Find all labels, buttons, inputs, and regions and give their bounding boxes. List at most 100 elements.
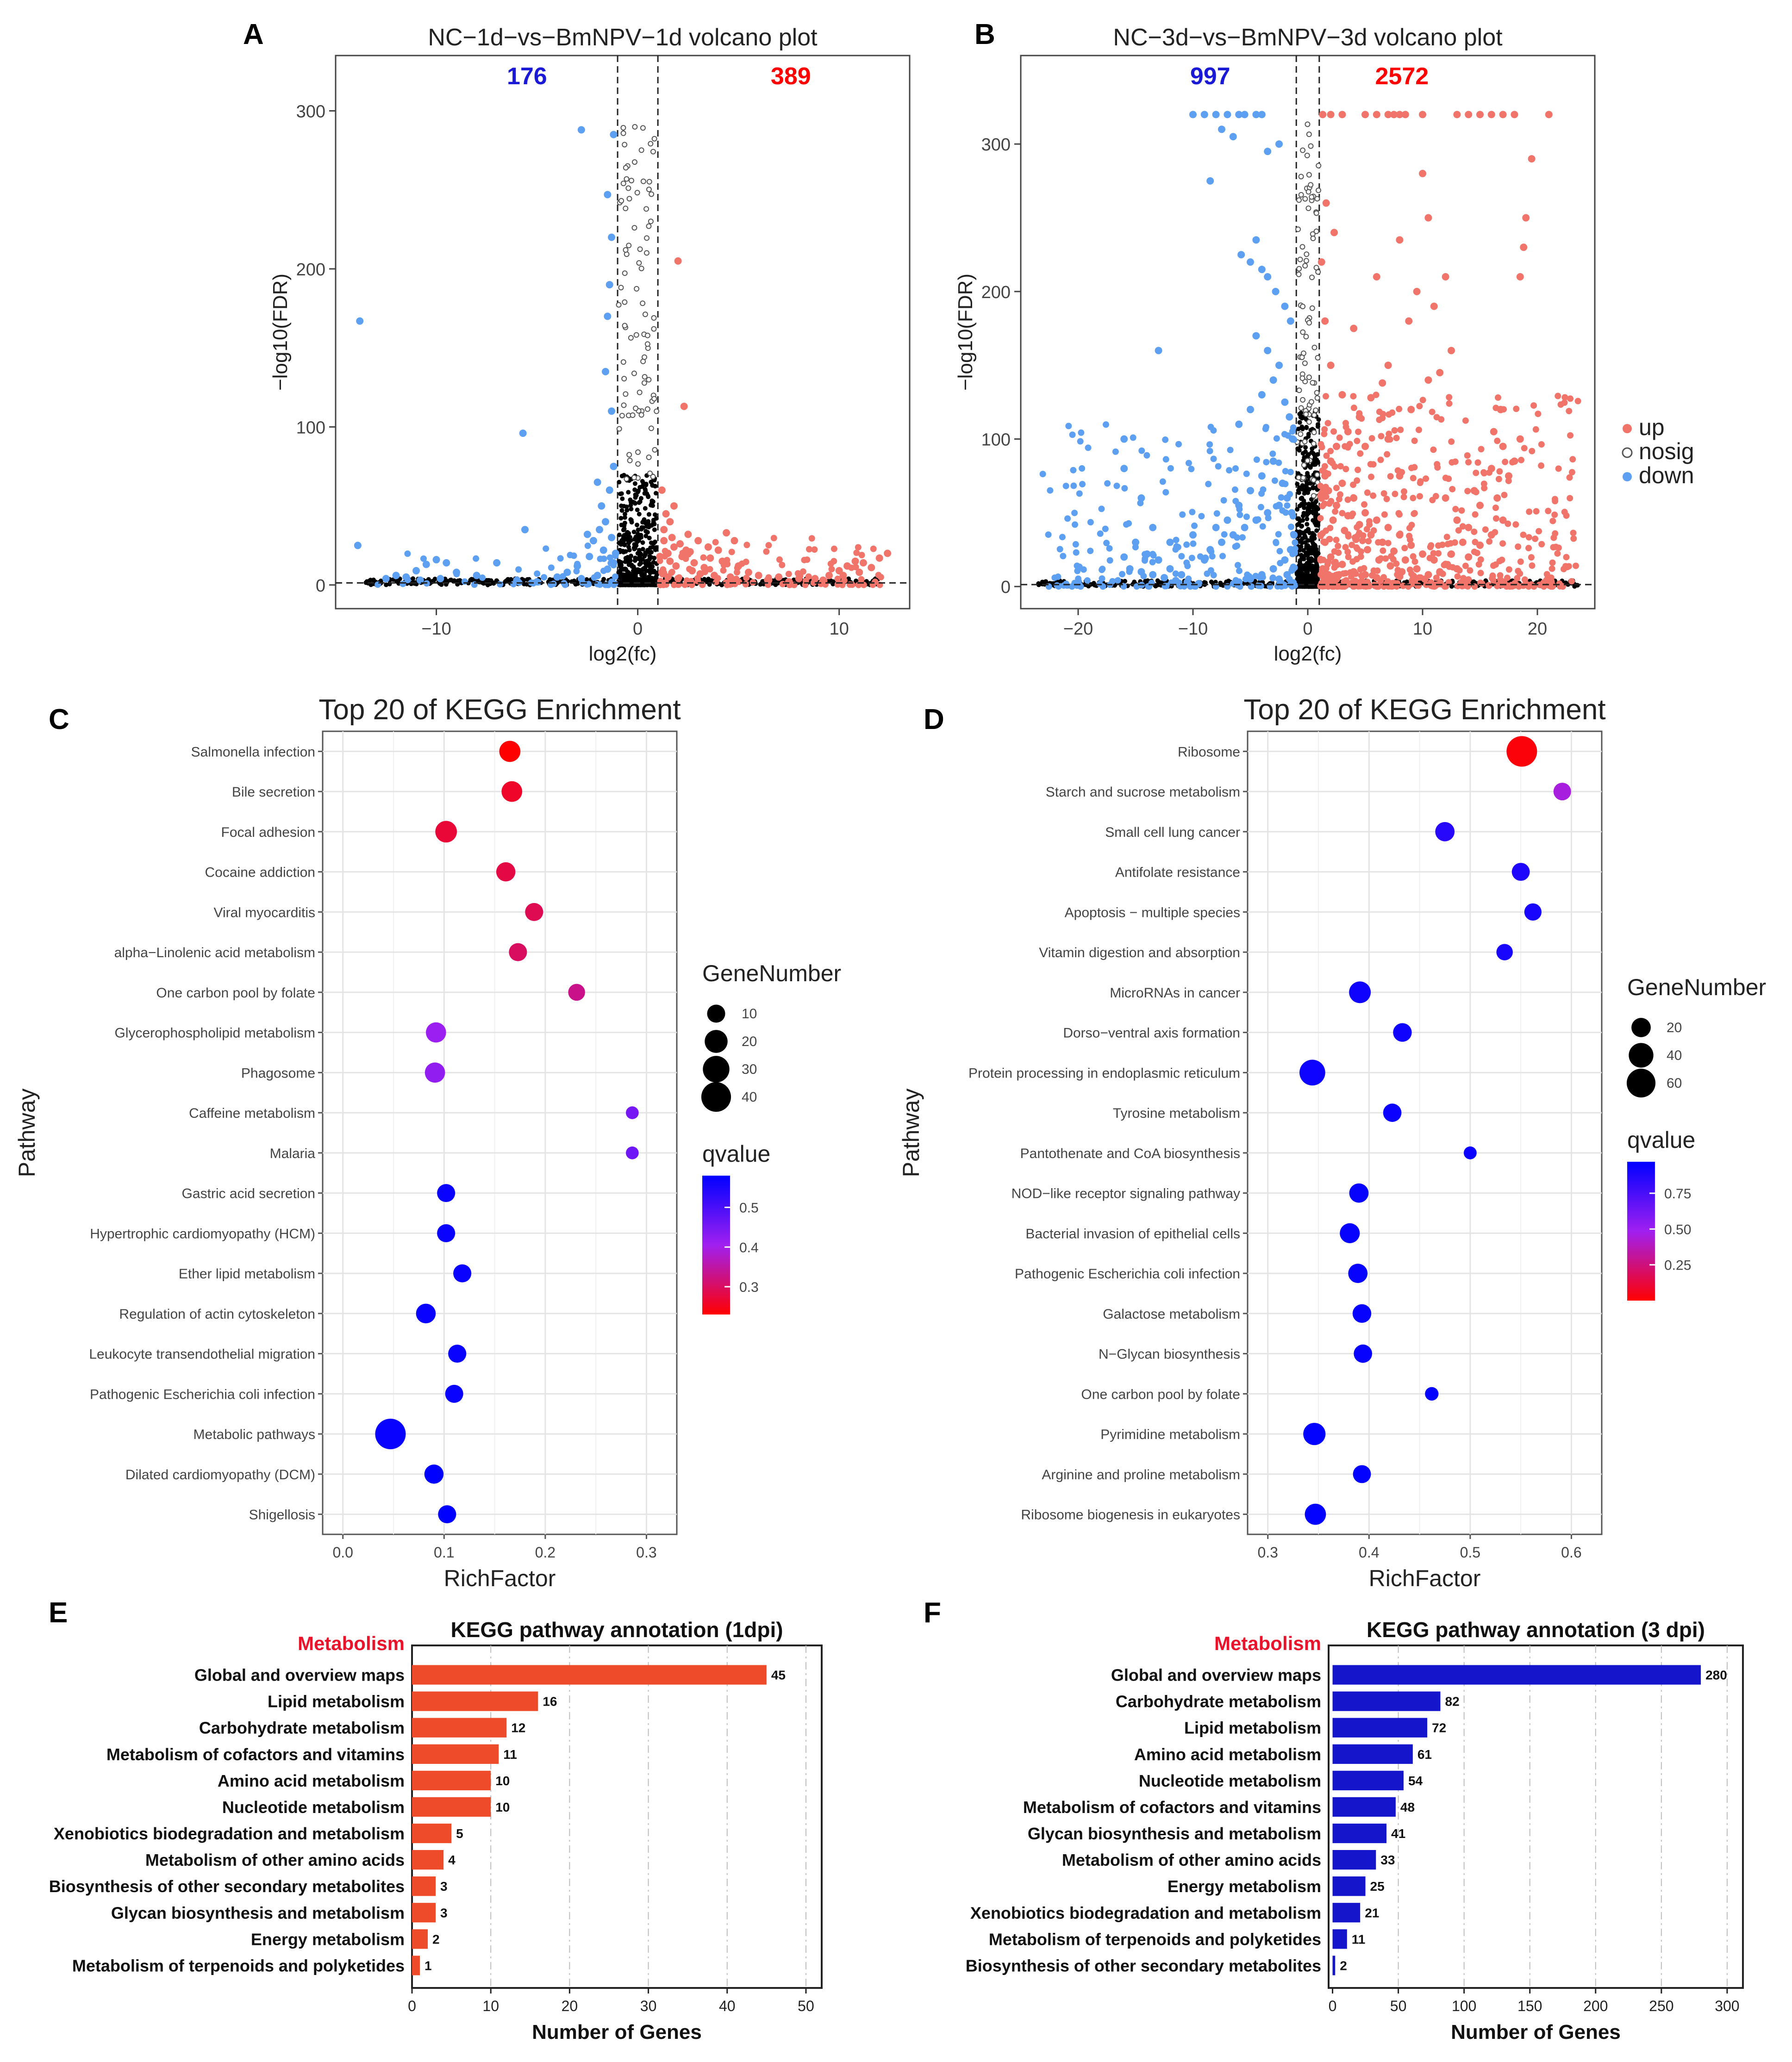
nosig-point [618,548,623,553]
nosig-point [635,523,640,528]
down-point [1263,459,1270,466]
pathway-label: MicroRNAs in cancer [1110,985,1240,1001]
down-point [1161,583,1168,590]
plot-area [322,730,678,1535]
pathway-label: Pathogenic Escherichia coli infection [90,1387,315,1402]
legend-marker [1623,472,1632,481]
up-point [1356,410,1363,417]
down-point [1071,521,1078,528]
down-point [1149,571,1157,579]
up-point [1465,523,1473,531]
nosig-point [651,396,657,402]
up-point [1474,459,1481,466]
up-point [1361,442,1369,450]
down-point [1166,538,1174,546]
up-point [1373,392,1380,399]
up-point [1407,541,1415,549]
down-point [1269,450,1276,457]
panel-label: C [49,704,69,735]
pathway-label: Gastric acid secretion [182,1186,315,1202]
down-point [1252,332,1260,340]
nosig-point [1310,576,1315,581]
nosig-point [1311,477,1317,483]
down-point [584,542,591,549]
nosig-point [1297,560,1302,565]
nosig-point [1301,565,1306,570]
up-point [1492,505,1499,511]
nosig-point [1305,517,1310,522]
down-point [1186,581,1193,588]
nosig-point [652,447,658,453]
up-point [1565,563,1572,570]
nosig-point [1311,462,1317,467]
up-point [1536,528,1542,535]
down-point [1241,111,1249,118]
up-point [1521,445,1528,452]
down-point [606,554,613,561]
up-point [1355,428,1362,435]
nosig-point [1311,344,1317,350]
up-point [1367,461,1374,467]
up-point [1342,466,1349,473]
up-point [1401,488,1408,495]
nosig-point [620,130,626,136]
down-point [382,575,390,583]
down-point [1278,494,1285,501]
value-label: 12 [511,1721,525,1735]
up-point [1426,554,1433,561]
up-point [1322,199,1330,207]
up-point [1401,556,1409,564]
down-point [1138,447,1145,454]
down-point [1109,578,1116,585]
up-point [1417,480,1424,486]
value-label: 2 [1340,1958,1347,1973]
up-point [1435,550,1442,557]
category-label: Carbohydrate metabolism [199,1719,405,1738]
up-point [1378,433,1385,440]
up-point [1532,536,1539,542]
up-point [694,537,702,545]
down-point [563,568,571,576]
enrichment-panel-D: D Top 20 of KEGG Enrichment Ribosome Starch… [898,694,1766,1591]
bubble-point [1435,822,1455,841]
up-point [1330,428,1337,435]
down-point [1247,487,1254,495]
up-point [1479,580,1486,587]
up-point [1383,496,1390,503]
up-point [1379,379,1386,387]
up-point [1406,524,1413,531]
nosig-point [1300,573,1305,578]
up-point [1390,111,1398,118]
up-point [870,545,877,552]
up-point [1438,416,1445,423]
up-point [1459,523,1466,530]
down-point [1224,516,1231,524]
up-point [1465,459,1472,466]
pathway-label: Arginine and proline metabolism [1042,1467,1240,1483]
up-point [1497,572,1504,579]
up-point [765,542,772,549]
bubble-point [1383,1103,1402,1122]
x-tick-label: −10 [421,619,451,639]
up-point [1390,547,1398,555]
nosig-point [1309,194,1315,200]
nosig-point [1300,304,1306,310]
value-label: 54 [1408,1774,1423,1788]
nosig-point [647,557,652,562]
nosig-point [1304,424,1309,430]
up-point [1396,111,1404,118]
value-label: 45 [771,1668,786,1682]
nosig-point [627,548,632,553]
down-point [1183,559,1190,566]
nosig-point [646,187,652,193]
up-point [825,572,833,579]
nosig-point [1297,539,1302,544]
up-point [1391,427,1398,434]
up-point [1465,553,1472,560]
down-points [1039,111,1299,590]
category-label: Metabolism of cofactors and vitamins [1023,1798,1321,1817]
up-point [1572,562,1579,569]
down-point [1212,111,1220,118]
up-point [1472,539,1479,546]
nosig-point [636,260,642,266]
